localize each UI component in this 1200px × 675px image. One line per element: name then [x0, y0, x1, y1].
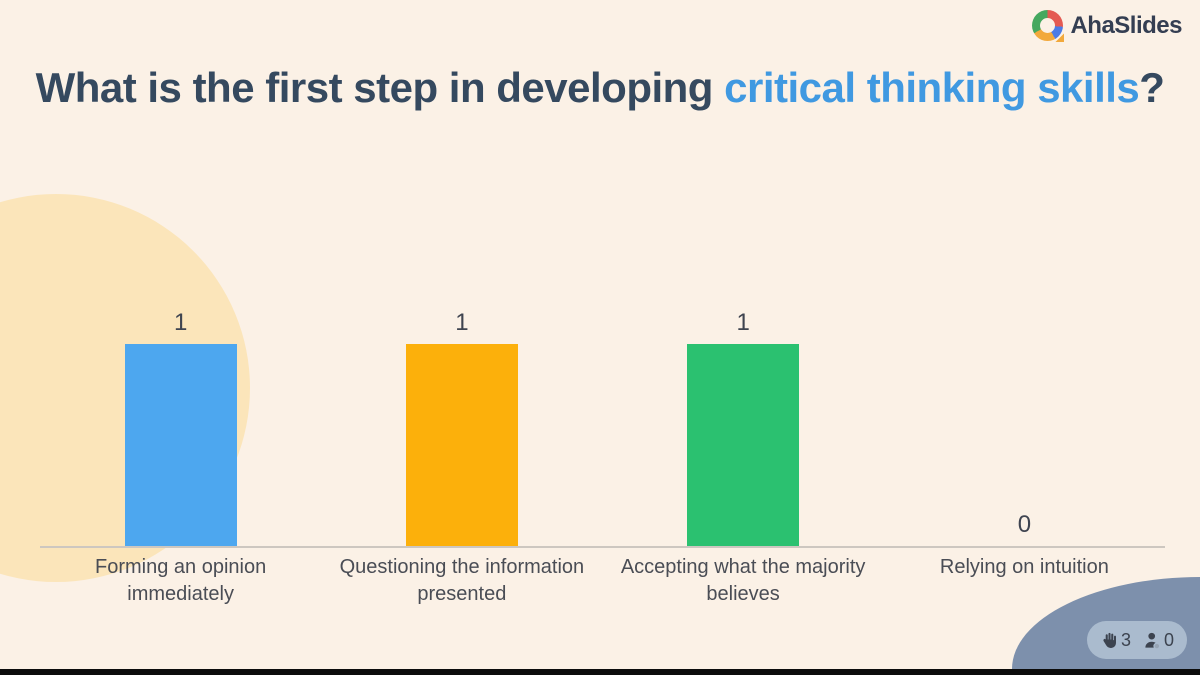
bar-value-label: 1 [455, 309, 469, 336]
raised-hands-count: 3 [1120, 629, 1131, 650]
audience-status-pill[interactable]: 3 0 [1086, 621, 1187, 659]
question-title-prefix: What is the first step in developing [35, 64, 725, 111]
category-labels-row: Forming an opinion immediately Questionin… [40, 554, 1165, 608]
category-label: Relying on intuition [939, 556, 1109, 578]
ahaslides-logo-text: AhaSlides [1070, 11, 1182, 39]
bar-value-label: 1 [736, 309, 750, 336]
participants-icon [1145, 632, 1161, 650]
bottom-bar [0, 669, 1200, 675]
question-title-highlight: critical thinking skills [724, 64, 1140, 111]
ahaslides-logo-icon [1032, 10, 1064, 41]
raised-hand-icon [1103, 632, 1116, 648]
x-axis-line [40, 546, 1165, 548]
question-title: What is the first step in developing cri… [25, 62, 1175, 114]
bar [687, 344, 800, 546]
category-label: Forming an opinion immediately [95, 556, 267, 605]
category-label: Accepting what the majority believes [620, 556, 866, 605]
bar [405, 344, 518, 546]
bar-column: 1 [603, 0, 884, 546]
bar-column: 0 [884, 0, 1165, 546]
participants-count: 0 [1163, 629, 1174, 650]
bar [124, 344, 237, 546]
bar-value-label: 1 [173, 309, 188, 336]
ahaslides-logo[interactable]: AhaSlides [1032, 10, 1182, 41]
question-title-suffix: ? [1139, 64, 1165, 111]
bar-columns: 1 1 1 0 [40, 0, 1165, 546]
bar-value-label: 0 [1017, 511, 1032, 538]
category-label: Questioning the information presented [339, 556, 585, 605]
bar-column: 1 [321, 0, 602, 546]
bar-column: 1 [40, 0, 321, 546]
